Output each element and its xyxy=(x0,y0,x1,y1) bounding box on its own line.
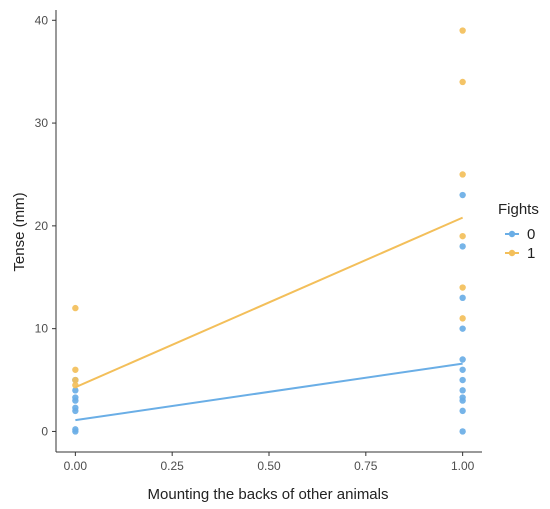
x-axis-title: Mounting the backs of other animals xyxy=(148,486,389,503)
y-tick-label: 0 xyxy=(41,424,48,438)
x-tick-label: 0.25 xyxy=(161,459,185,473)
data-point xyxy=(459,78,466,86)
x-tick-label: 1.00 xyxy=(451,459,475,473)
x-ticks: 0.00 0.25 0.50 0.75 1.00 xyxy=(64,452,475,473)
legend-label-1: 1 xyxy=(527,245,535,262)
data-point xyxy=(459,394,466,401)
data-point xyxy=(459,171,466,178)
legend: Fights 0 1 xyxy=(498,201,539,262)
data-point xyxy=(72,381,79,389)
data-point xyxy=(72,404,79,411)
data-point xyxy=(459,315,466,322)
legend-title: Fights xyxy=(498,201,539,218)
data-point xyxy=(459,325,466,332)
data-point xyxy=(459,387,466,394)
data-point xyxy=(459,232,466,240)
legend-entry-0: 0 xyxy=(505,226,535,243)
fit-line-1 xyxy=(74,216,464,389)
data-point xyxy=(459,191,466,199)
y-tick-label: 20 xyxy=(35,219,49,233)
plot-area xyxy=(72,27,466,435)
y-tick-label: 30 xyxy=(35,116,49,130)
y-tick-label: 10 xyxy=(35,322,49,336)
data-point xyxy=(459,428,466,435)
x-tick-label: 0.75 xyxy=(354,459,378,473)
legend-key-point-0 xyxy=(508,230,516,238)
y-axis-title: Tense (mm) xyxy=(11,192,28,271)
points-1 xyxy=(72,27,466,389)
data-point xyxy=(72,366,79,373)
legend-key-point-1 xyxy=(508,249,516,257)
y-ticks: 0 10 20 30 40 xyxy=(35,13,56,438)
data-point xyxy=(72,376,79,384)
series-0 xyxy=(75,362,463,422)
y-tick-label: 40 xyxy=(35,13,49,27)
series-1 xyxy=(74,216,464,389)
x-tick-label: 0.00 xyxy=(64,459,88,473)
x-tick-label: 0.50 xyxy=(257,459,281,473)
data-point xyxy=(72,304,79,312)
data-point xyxy=(459,366,466,373)
data-point xyxy=(459,294,466,302)
data-point xyxy=(459,356,466,363)
legend-label-0: 0 xyxy=(527,226,535,243)
fit-line-0 xyxy=(75,362,463,422)
data-point xyxy=(72,394,79,401)
data-point xyxy=(459,407,466,415)
axes: 0.00 0.25 0.50 0.75 1.00 0 10 20 30 40 xyxy=(35,10,482,473)
data-point xyxy=(459,243,466,250)
data-point xyxy=(459,284,466,291)
data-point xyxy=(459,376,466,384)
data-point xyxy=(72,426,79,433)
data-point xyxy=(459,27,466,34)
data-point xyxy=(72,387,79,394)
points-0 xyxy=(72,191,466,435)
legend-entry-1: 1 xyxy=(505,245,535,262)
